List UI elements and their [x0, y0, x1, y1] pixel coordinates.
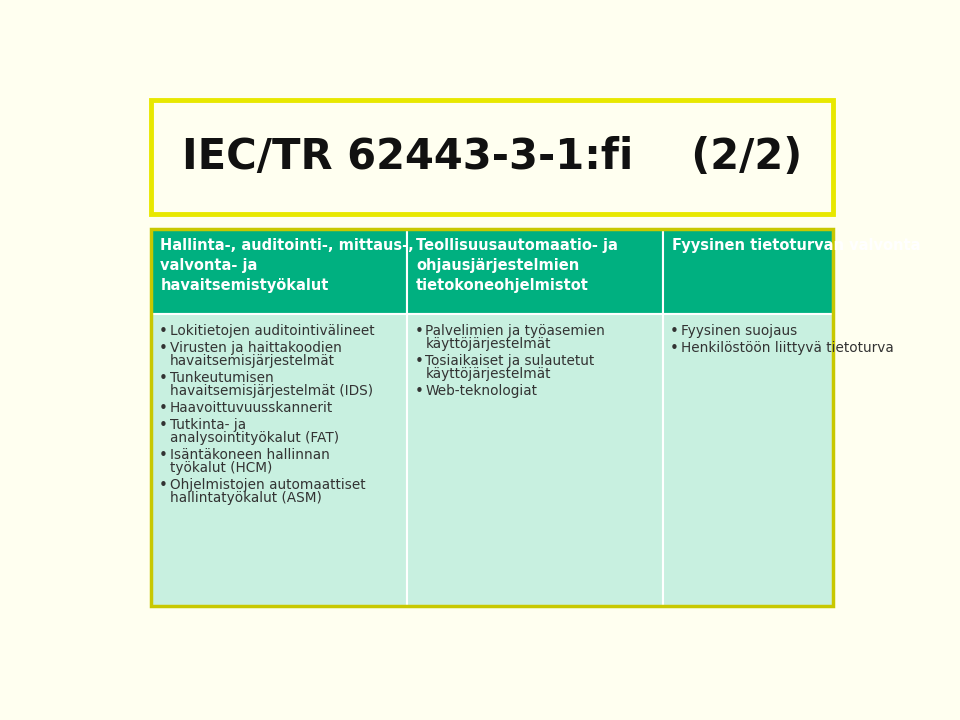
Text: Tosiaikaiset ja sulautetut: Tosiaikaiset ja sulautetut: [425, 354, 594, 369]
Text: •: •: [415, 354, 423, 369]
Bar: [151, 229, 407, 313]
Text: käyttöjärjestelmät: käyttöjärjestelmät: [425, 367, 551, 382]
Text: Fyysinen tietoturvan valvonta: Fyysinen tietoturvan valvonta: [672, 238, 921, 253]
Bar: [151, 229, 833, 606]
Text: Haavoittuvuusskannerit: Haavoittuvuusskannerit: [170, 401, 333, 415]
Bar: [662, 313, 833, 606]
Text: •: •: [415, 324, 423, 339]
Text: havaitsemisjärjestelmät (IDS): havaitsemisjärjestelmät (IDS): [170, 384, 372, 398]
Text: Lokitietojen auditointivälineet: Lokitietojen auditointivälineet: [170, 324, 374, 338]
Text: analysointityökalut (FAT): analysointityökalut (FAT): [170, 431, 339, 446]
Text: •: •: [158, 401, 168, 416]
Text: •: •: [158, 418, 168, 433]
Text: IEC/TR 62443-3-1:fi    (2/2): IEC/TR 62443-3-1:fi (2/2): [181, 136, 803, 179]
Bar: [662, 229, 833, 313]
Text: Palvelimien ja työasemien: Palvelimien ja työasemien: [425, 324, 605, 338]
Bar: [151, 100, 833, 215]
Bar: [407, 313, 662, 606]
Text: Fyysinen suojaus: Fyysinen suojaus: [681, 324, 798, 338]
Text: •: •: [158, 372, 168, 387]
Text: •: •: [158, 449, 168, 463]
Text: •: •: [158, 341, 168, 356]
Text: työkalut (HCM): työkalut (HCM): [170, 462, 272, 475]
Text: Henkilöstöön liittyvä tietoturva: Henkilöstöön liittyvä tietoturva: [681, 341, 894, 355]
Text: Ohjelmistojen automaattiset: Ohjelmistojen automaattiset: [170, 478, 365, 492]
Text: •: •: [158, 324, 168, 339]
Text: •: •: [415, 384, 423, 400]
Text: Isäntäkoneen hallinnan: Isäntäkoneen hallinnan: [170, 449, 329, 462]
Text: •: •: [670, 341, 679, 356]
Text: Web-teknologiat: Web-teknologiat: [425, 384, 538, 398]
Text: hallintatyökalut (ASM): hallintatyökalut (ASM): [170, 492, 322, 505]
Bar: [151, 313, 407, 606]
Text: Virusten ja haittakoodien: Virusten ja haittakoodien: [170, 341, 342, 355]
Text: havaitsemisjärjestelmät: havaitsemisjärjestelmät: [170, 354, 335, 369]
Text: Teollisuusautomaatio- ja
ohjausjärjestelmien
tietokoneohjelmistot: Teollisuusautomaatio- ja ohjausjärjestel…: [416, 238, 618, 293]
Text: •: •: [670, 324, 679, 339]
Bar: [407, 229, 662, 313]
Text: Tunkeutumisen: Tunkeutumisen: [170, 372, 274, 385]
Text: Hallinta-, auditointi-, mittaus-,
valvonta- ja
havaitsemistyökalut: Hallinta-, auditointi-, mittaus-, valvon…: [160, 238, 414, 293]
Text: Tutkinta- ja: Tutkinta- ja: [170, 418, 246, 432]
Text: käyttöjärjestelmät: käyttöjärjestelmät: [425, 338, 551, 351]
Text: •: •: [158, 478, 168, 493]
